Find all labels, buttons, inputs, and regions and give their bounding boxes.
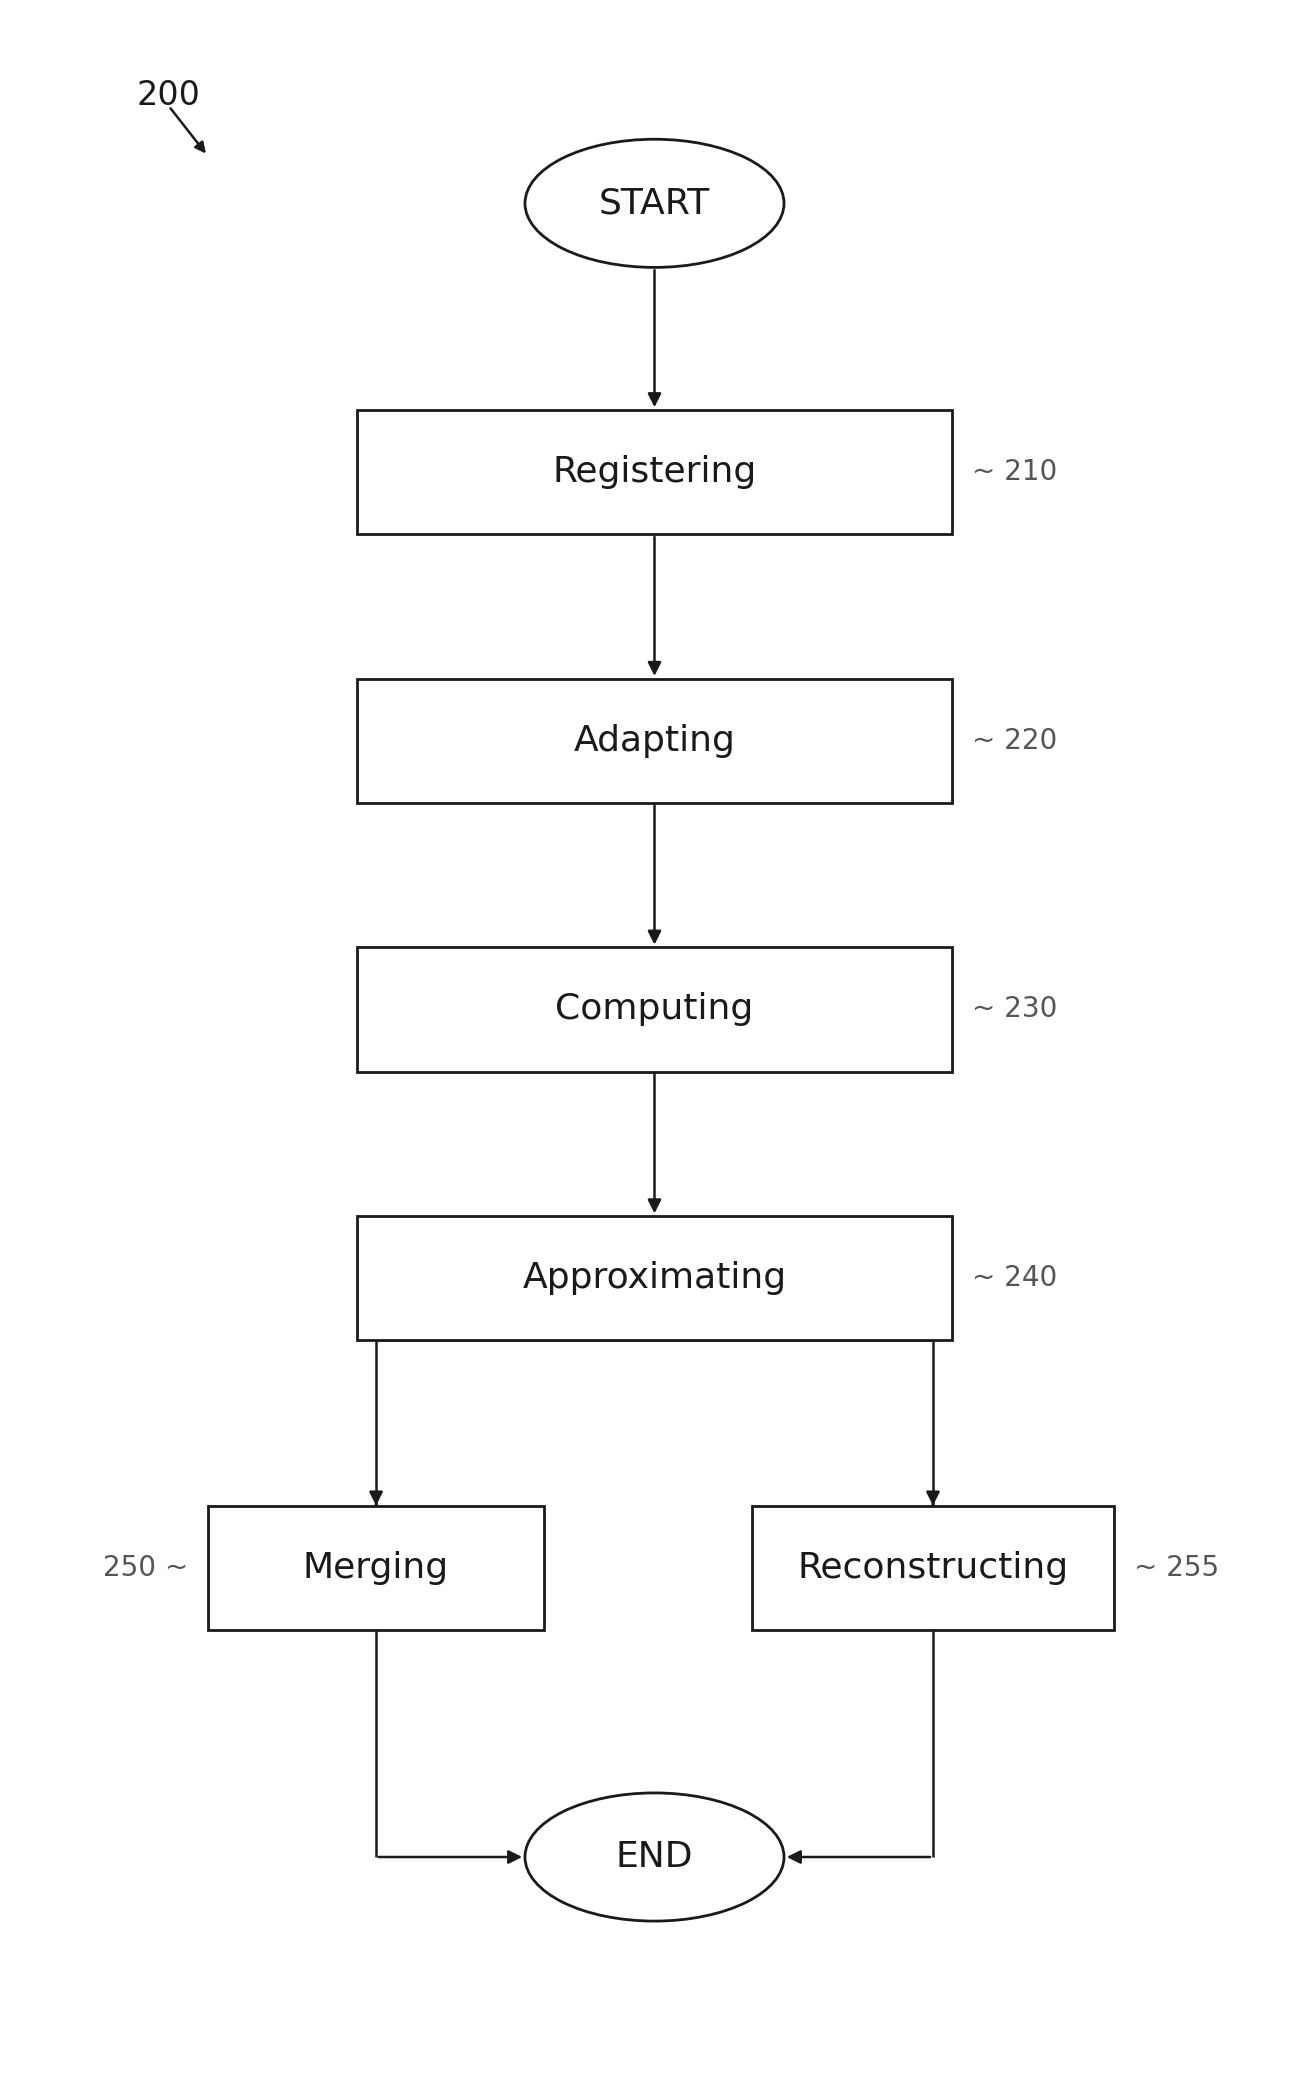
FancyBboxPatch shape <box>356 1215 953 1340</box>
Text: ~ 210: ~ 210 <box>971 458 1058 487</box>
FancyBboxPatch shape <box>751 1505 1114 1629</box>
Text: Adapting: Adapting <box>573 724 736 757</box>
Text: ~ 220: ~ 220 <box>971 726 1058 755</box>
FancyBboxPatch shape <box>356 947 953 1072</box>
FancyBboxPatch shape <box>356 678 953 803</box>
Text: ~ 230: ~ 230 <box>971 995 1058 1024</box>
Text: 250 ~: 250 ~ <box>103 1555 188 1582</box>
Ellipse shape <box>525 1794 784 1921</box>
Text: Merging: Merging <box>302 1550 449 1584</box>
FancyBboxPatch shape <box>356 410 953 535</box>
Text: ~ 255: ~ 255 <box>1134 1555 1219 1582</box>
Text: Computing: Computing <box>555 993 754 1026</box>
Ellipse shape <box>525 139 784 266</box>
Text: 200: 200 <box>136 79 200 112</box>
Text: Approximating: Approximating <box>522 1261 787 1294</box>
Text: Reconstructing: Reconstructing <box>797 1550 1068 1584</box>
Text: END: END <box>615 1840 694 1875</box>
Text: START: START <box>600 187 709 221</box>
Text: Registering: Registering <box>552 456 757 489</box>
FancyBboxPatch shape <box>208 1505 545 1629</box>
Text: ~ 240: ~ 240 <box>971 1265 1058 1292</box>
